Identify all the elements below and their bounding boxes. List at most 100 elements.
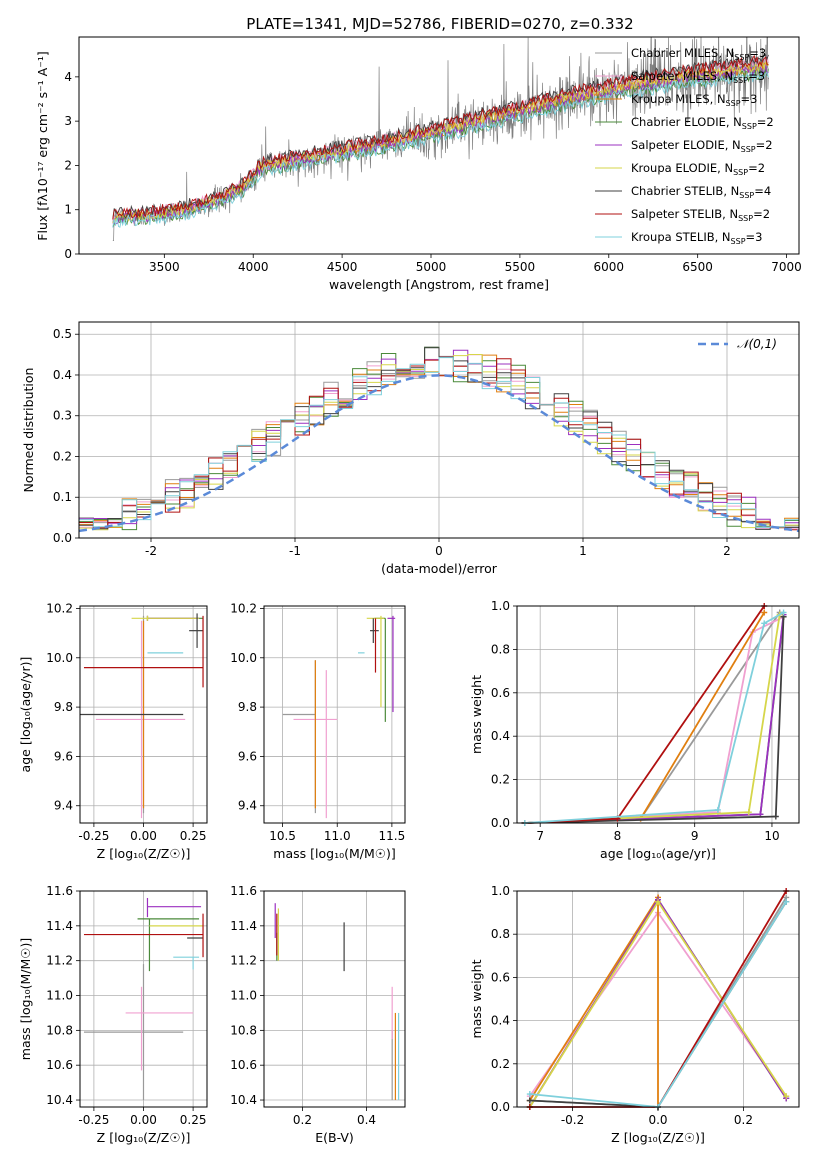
y-tick-label: 4 xyxy=(64,70,72,84)
y-tick-label: 11.4 xyxy=(46,919,73,933)
x-axis-label: Z [log₁₀(Z/Z☉)] xyxy=(97,846,191,861)
y-tick-label: 0.5 xyxy=(53,327,72,341)
x-tick-label: 0.25 xyxy=(180,1113,207,1127)
y-tick-label: 0.8 xyxy=(491,642,510,656)
axes-frame xyxy=(79,890,208,1108)
x-tick-label: 6000 xyxy=(594,260,625,274)
y-tick-label: 10.2 xyxy=(230,601,257,615)
axes-frame xyxy=(263,605,406,824)
y-tick-label: 3 xyxy=(64,114,72,128)
model-spectrum-8 xyxy=(112,71,769,228)
y-tick-label: 11.2 xyxy=(46,954,73,968)
x-tick-label: -0.25 xyxy=(78,1113,109,1127)
legend-subscript: SSP xyxy=(734,53,749,62)
legend-label: Chabrier ELODIE, NSSP=2 xyxy=(631,115,774,131)
axes-frame xyxy=(79,605,208,824)
age-vs-mass-marks xyxy=(282,615,396,819)
spectrum-marks xyxy=(112,37,770,242)
x-axis-label: Z [log₁₀(Z/Z☉)] xyxy=(97,1130,191,1145)
massweight-point xyxy=(783,1093,790,1100)
x-tick-label: 0.2 xyxy=(293,1113,312,1127)
y-tick-label: 10.6 xyxy=(230,1058,257,1072)
x-tick-label: 4500 xyxy=(327,260,358,274)
y-axis-label: Flux [fλ10⁻¹⁷ erg cm⁻² s⁻¹ A⁻¹] xyxy=(35,51,50,240)
x-tick-label: 1 xyxy=(579,544,587,558)
massweight-vs-metallicity-panel: -0.2 0.0 0.2 0.0 0.2 0.4 0.6 0.8 1.0 Z [log₁₀(Z/Z… xyxy=(469,884,800,1145)
y-tick-label: 10.0 xyxy=(230,651,257,665)
y-axis-label: Normed distribution xyxy=(21,368,36,493)
y-tick-label: 0.4 xyxy=(53,368,72,382)
x-tick-label: 9 xyxy=(691,829,699,843)
y-tick-label: 10.0 xyxy=(46,651,73,665)
x-tick-label: 0.4 xyxy=(357,1113,376,1127)
massweight-point xyxy=(526,1091,533,1098)
x-tick-label: 7 xyxy=(536,829,544,843)
massweight-point xyxy=(783,898,790,905)
legend-label: 𝒩(0,1) xyxy=(737,337,777,351)
legend-count: =2 xyxy=(748,161,765,175)
x-tick-label: -0.2 xyxy=(561,1113,584,1127)
massweight-point xyxy=(714,806,721,813)
normal-reference-curve xyxy=(78,374,800,533)
y-tick-label: 9.8 xyxy=(54,700,73,714)
legend-label: Kroupa ELODIE, NSSP=2 xyxy=(631,161,765,177)
legend-subscript: SSP xyxy=(733,168,748,177)
figure-title: PLATE=1341, MJD=52786, FIBERID=0270, z=0… xyxy=(246,15,633,33)
y-tick-label: 11.6 xyxy=(230,884,257,898)
y-axis-label: mass [log₁₀(M/M☉)] xyxy=(18,938,33,1060)
legend-count: =3 xyxy=(749,46,766,60)
y-tick-label: 0.0 xyxy=(491,1100,510,1114)
x-tick-label: 0.00 xyxy=(130,829,157,843)
x-tick-label: 7000 xyxy=(771,260,802,274)
axes-frame xyxy=(78,36,800,255)
y-tick-label: 0.2 xyxy=(491,1057,510,1071)
massweight-vs-age-panel: 7 8 9 10 0.0 0.2 0.4 0.6 0.8 1.0 age [log₁₀(age/yr… xyxy=(469,599,800,861)
y-tick-label: 1 xyxy=(64,203,72,217)
x-tick-label: 6500 xyxy=(682,260,713,274)
legend-subscript: SSP xyxy=(731,237,746,246)
histogram-8 xyxy=(79,357,799,528)
y-tick-label: 2 xyxy=(64,158,72,172)
legend-count: =4 xyxy=(754,184,771,198)
legend-count: =2 xyxy=(753,207,770,221)
y-tick-label: 0.1 xyxy=(53,490,72,504)
x-tick-label: 5500 xyxy=(505,260,536,274)
y-tick-label: 0.4 xyxy=(491,1014,510,1028)
y-tick-label: 0.2 xyxy=(491,773,510,787)
model-spectrum-7 xyxy=(112,54,769,220)
legend-count: =3 xyxy=(741,92,758,106)
x-tick-label: 0.0 xyxy=(648,1113,667,1127)
axes-frame xyxy=(263,890,406,1108)
y-tick-label: 10.4 xyxy=(46,1093,73,1107)
y-tick-label: 0.0 xyxy=(53,531,72,545)
y-tick-label: 11.2 xyxy=(230,954,257,968)
y-tick-label: 10.2 xyxy=(46,601,73,615)
x-axis-label: E(B-V) xyxy=(315,1130,354,1145)
y-tick-label: 0.6 xyxy=(491,686,510,700)
y-tick-label: 0 xyxy=(64,247,72,261)
y-axis-label: mass weight xyxy=(469,675,484,754)
y-tick-label: 10.6 xyxy=(46,1058,73,1072)
residuals-marks xyxy=(78,346,800,533)
y-tick-label: 11.0 xyxy=(46,989,73,1003)
mass-vs-metallicity-marks xyxy=(83,897,204,1101)
legend-label: Salpeter STELIB, NSSP=2 xyxy=(631,207,770,223)
legend-count: =2 xyxy=(756,138,773,152)
y-tick-label: 0.2 xyxy=(53,449,72,463)
legend-subscript: SSP xyxy=(742,122,757,131)
y-tick-label: 9.4 xyxy=(54,799,73,813)
legend-label: Chabrier STELIB, NSSP=4 xyxy=(631,184,771,200)
legend-label: Chabrier MILES, NSSP=3 xyxy=(631,46,766,62)
x-axis-label: mass [log₁₀(M/M☉)] xyxy=(273,846,395,861)
y-axis-label: mass weight xyxy=(469,959,484,1038)
y-tick-label: 0.0 xyxy=(491,816,510,830)
y-tick-label: 1.0 xyxy=(491,884,510,898)
x-tick-label: -0.25 xyxy=(78,829,109,843)
x-tick-label: -2 xyxy=(145,544,157,558)
y-tick-label: 11.6 xyxy=(46,884,73,898)
mass-vs-ebv-panel: 0.2 0.4 10.4 10.6 10.8 11.0 11.2 11.4 11.6 E(B-V) xyxy=(230,884,406,1145)
massweight-point xyxy=(526,1097,533,1104)
legend-count: =3 xyxy=(746,230,763,244)
age-vs-metallicity-marks xyxy=(80,613,204,819)
